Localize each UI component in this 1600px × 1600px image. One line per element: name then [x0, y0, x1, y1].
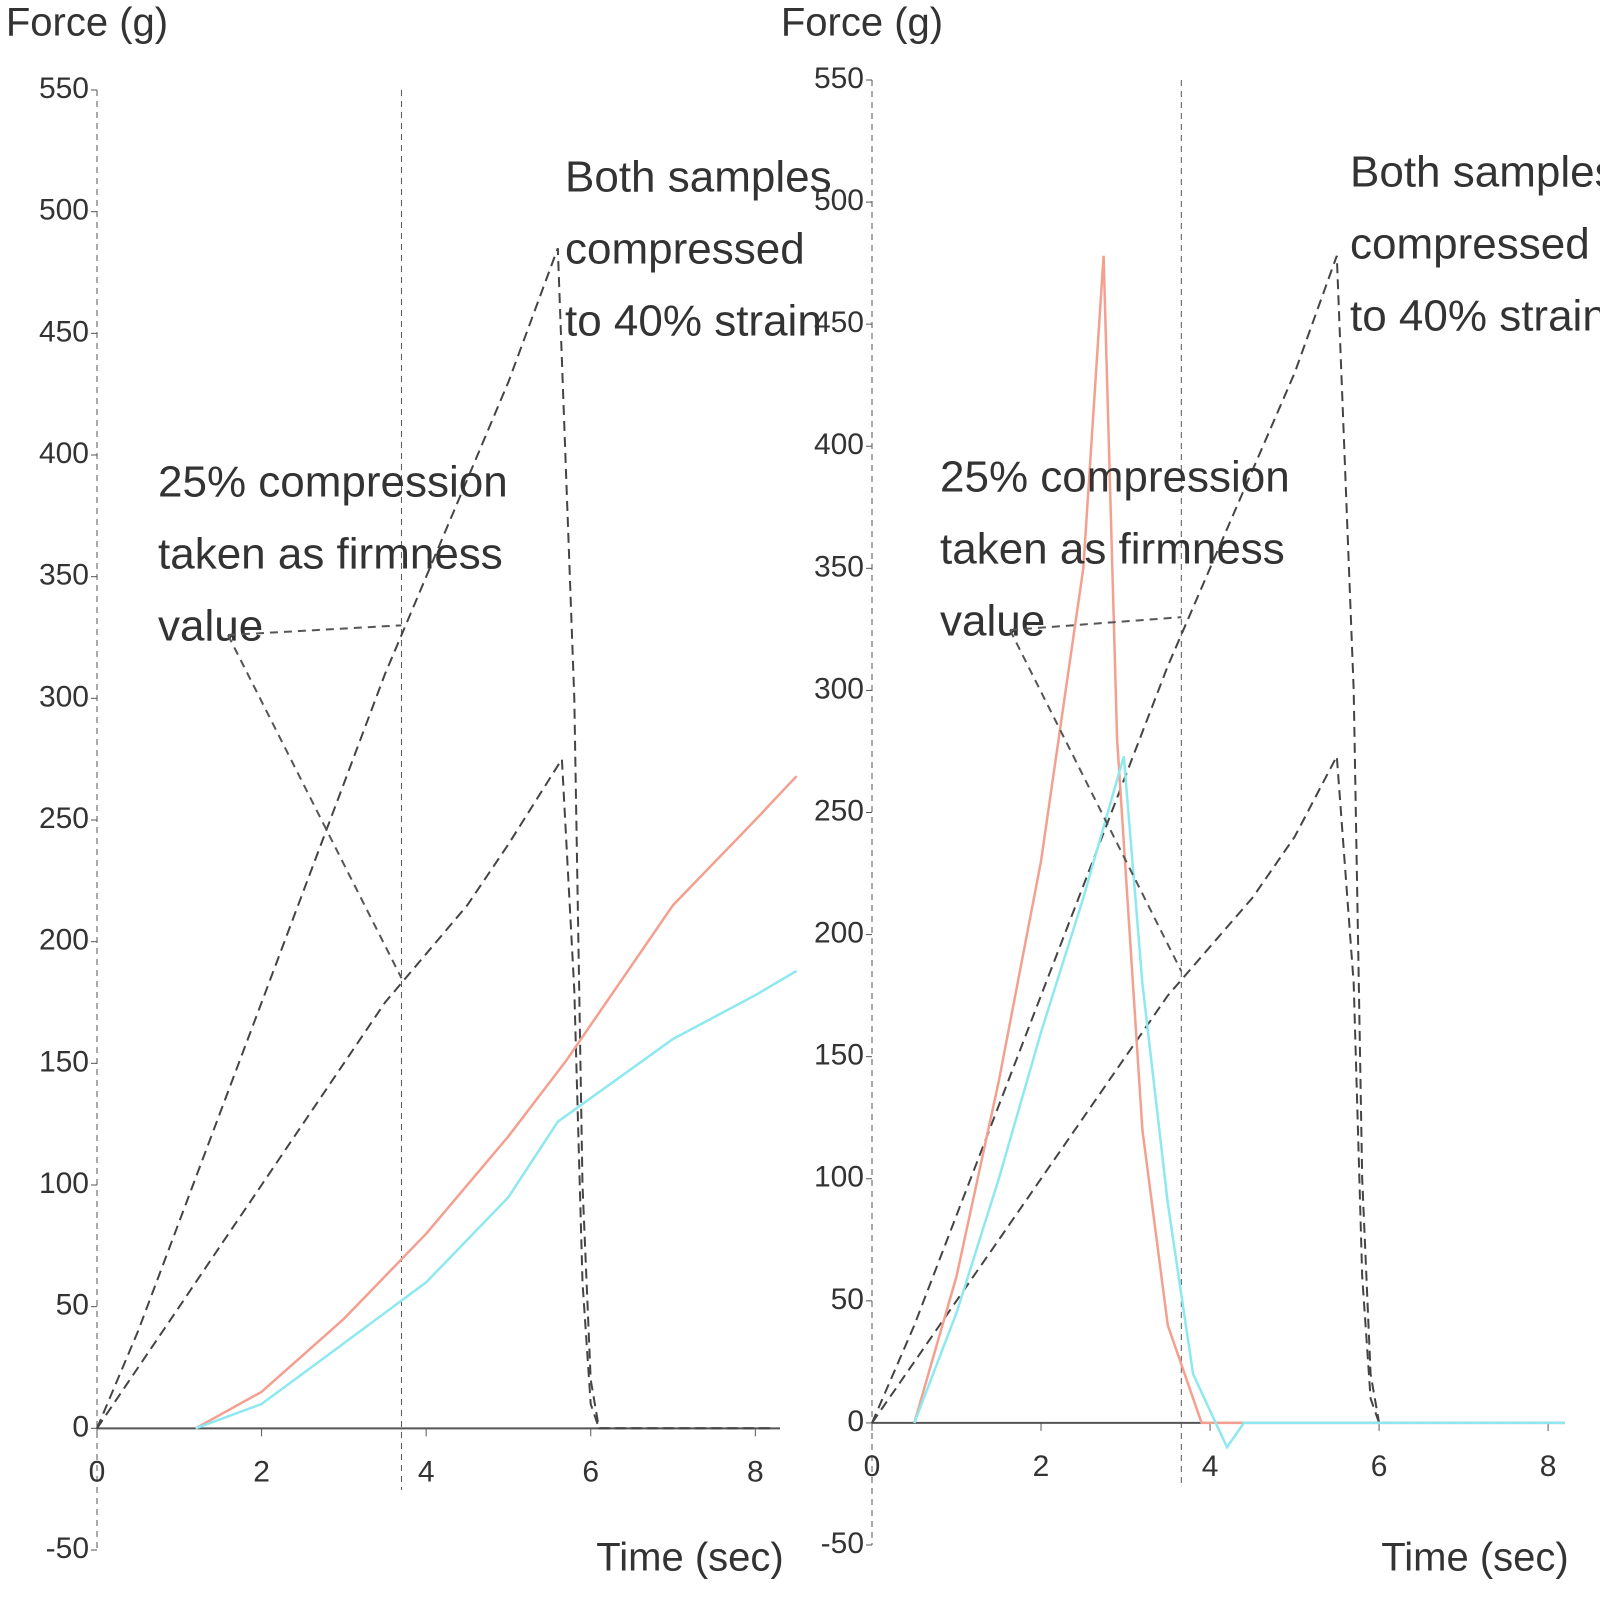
- x-tick-label: 6: [1371, 1450, 1388, 1483]
- y-tick-label: -50: [821, 1527, 864, 1560]
- annotation-arrow: [227, 634, 403, 979]
- annotation: value: [940, 597, 1045, 646]
- annotation: value: [158, 602, 263, 651]
- y-tick-label: 250: [39, 802, 89, 835]
- x-tick-label: 0: [864, 1450, 881, 1483]
- y-tick-label: 350: [814, 550, 864, 583]
- x-tick-label: 0: [89, 1455, 106, 1488]
- series-line: [871, 255, 1565, 1424]
- annotation: taken as firmness: [158, 530, 503, 579]
- annotation: compressed: [1350, 220, 1590, 269]
- annotation: Both samples: [565, 153, 832, 202]
- y-tick-label: 100: [814, 1161, 864, 1194]
- series-line: [195, 969, 798, 1430]
- y-tick-label: 400: [814, 428, 864, 461]
- series-line: [195, 775, 798, 1430]
- y-tick-label: 0: [847, 1405, 864, 1438]
- y-axis-title: Force (g): [781, 1, 943, 45]
- y-tick-label: -50: [46, 1532, 89, 1565]
- y-tick-label: 300: [39, 680, 89, 713]
- x-tick-label: 2: [1033, 1450, 1050, 1483]
- x-axis-title: Time (sec): [596, 1536, 783, 1580]
- x-tick-label: 4: [418, 1455, 435, 1488]
- series-line: [96, 756, 772, 1430]
- x-tick-label: 4: [1202, 1450, 1219, 1483]
- annotation: Both samples: [1350, 148, 1600, 197]
- y-tick-label: 200: [814, 917, 864, 950]
- annotation: taken as firmness: [940, 525, 1285, 574]
- y-tick-label: 300: [814, 672, 864, 705]
- x-tick-label: 6: [582, 1455, 599, 1488]
- y-tick-label: 400: [39, 437, 89, 470]
- y-tick-label: 50: [831, 1283, 864, 1316]
- y-tick-label: 150: [814, 1039, 864, 1072]
- y-tick-label: 500: [39, 194, 89, 227]
- annotation: to 40% strain: [565, 297, 822, 346]
- y-tick-label: 150: [39, 1045, 89, 1078]
- y-tick-label: 0: [72, 1410, 89, 1443]
- series-line: [913, 755, 1565, 1450]
- y-tick-label: 350: [39, 559, 89, 592]
- x-tick-label: 8: [1540, 1450, 1557, 1483]
- y-tick-label: 550: [814, 62, 864, 95]
- y-axis-title: Force (g): [6, 1, 168, 45]
- y-tick-label: 100: [39, 1167, 89, 1200]
- annotation: 25% compression: [940, 453, 1290, 502]
- series-line: [96, 247, 772, 1430]
- x-tick-label: 2: [253, 1455, 270, 1488]
- y-tick-label: 450: [814, 306, 864, 339]
- y-tick-label: 500: [814, 184, 864, 217]
- annotation-arrow: [227, 624, 402, 636]
- series-line: [871, 752, 1565, 1424]
- annotation: to 40% strain: [1350, 292, 1600, 341]
- y-tick-label: 250: [814, 794, 864, 827]
- series-line: [913, 255, 1565, 1425]
- annotation-arrow: [1009, 629, 1183, 972]
- y-tick-label: 200: [39, 924, 89, 957]
- annotation-arrow: [1009, 616, 1182, 631]
- y-tick-label: 550: [39, 72, 89, 105]
- y-tick-label: 50: [56, 1289, 89, 1322]
- annotation: compressed: [565, 225, 805, 274]
- x-axis-title: Time (sec): [1381, 1536, 1568, 1580]
- x-tick-label: 8: [747, 1455, 764, 1488]
- annotation: 25% compression: [158, 458, 508, 507]
- y-tick-label: 450: [39, 315, 89, 348]
